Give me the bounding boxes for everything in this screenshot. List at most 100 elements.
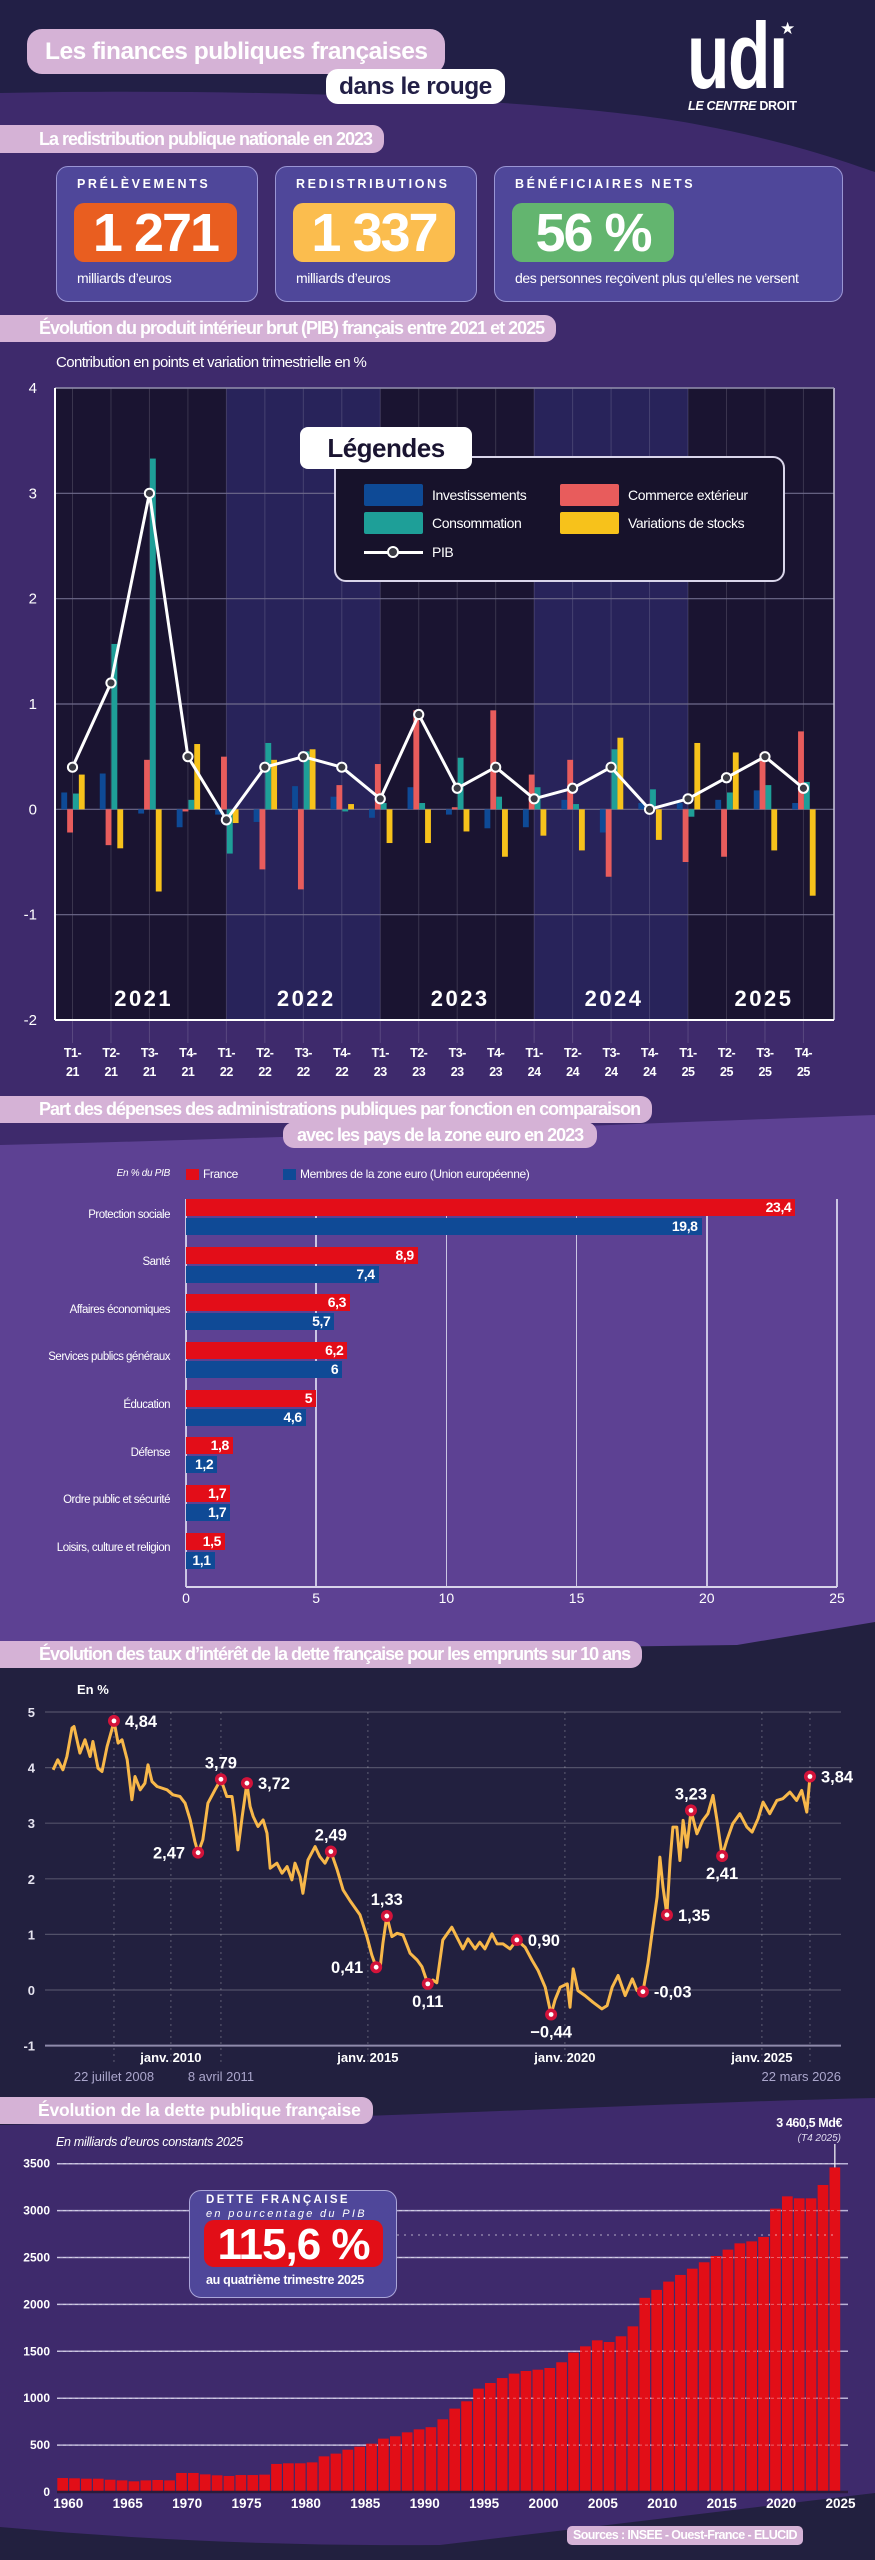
annotation-label: −0,44 — [530, 2023, 573, 2041]
x-tick-quarter: T2- — [256, 1046, 274, 1060]
annotation-marker-center — [195, 1850, 201, 1856]
debt-bar — [829, 2167, 841, 2492]
callout-title: DETTE FRANÇAISE — [206, 2194, 350, 2206]
legend-swatch-investissements — [364, 484, 423, 506]
x-tick-label: T2-23 — [410, 1046, 428, 1079]
x-tick-label: janv. 2020 — [533, 2050, 595, 2065]
annotation-label: 0,41 — [331, 1959, 363, 1977]
bar-consommation — [419, 803, 426, 810]
debt-bar — [104, 2479, 116, 2492]
x-tick-year: 22 — [335, 1065, 348, 1079]
y-tick-label: 1000 — [23, 2391, 50, 2405]
category-label: Protection sociale — [88, 1208, 170, 1221]
annotation-marker-center — [373, 1964, 379, 1970]
x-gridline — [575, 1199, 578, 1587]
annotation-label: 4,84 — [125, 1713, 158, 1731]
taux-chart: En % 5 4 3 2 1 0 -1 janv. 2010 janv. 2015 janv. 2… — [23, 1682, 853, 2084]
pib-marker — [143, 487, 156, 499]
debt-bar — [247, 2475, 259, 2492]
category-label: Éducation — [123, 1399, 170, 1412]
x-tick-quarter: T4- — [179, 1046, 197, 1060]
x-tick-label: 2005 — [588, 2496, 619, 2511]
debt-bar — [746, 2241, 758, 2492]
x-tick-label: T4-21 — [179, 1046, 197, 1079]
y-tick-label: 1 — [29, 696, 37, 713]
year-label: 2023 — [431, 986, 490, 1011]
x-tick-year: 23 — [451, 1065, 464, 1079]
legend-swatch-france — [186, 1169, 199, 1180]
bar-commerce-exterieur — [67, 809, 73, 833]
x-tick-quarter: T4- — [333, 1046, 351, 1060]
x-tick-year: 21 — [66, 1065, 79, 1079]
sources-label: Sources : INSEE - Ouest-France - ELUCID — [567, 2526, 803, 2545]
debt-bar — [734, 2243, 746, 2492]
legend-swatch-variations-de-stocks — [560, 512, 619, 534]
annotation-marker-center — [688, 1808, 694, 1813]
logo-tagline: LE CENTRE DROIT — [688, 99, 797, 113]
bar-commerce-exterieur — [605, 809, 612, 877]
bar-commerce-exterieur — [144, 759, 150, 810]
x-tick-quarter: T3- — [449, 1046, 467, 1060]
x-gridline — [315, 1199, 317, 1587]
annotation-marker-center — [328, 1849, 334, 1854]
bar-consommation — [303, 751, 310, 810]
debt-bar — [354, 2446, 365, 2492]
bar-variations-de-stocks — [617, 737, 624, 810]
debt-bar — [722, 2249, 734, 2492]
bar-consommation — [803, 781, 810, 810]
debt-bar — [152, 2479, 164, 2492]
bar-commerce-exterieur — [182, 809, 189, 812]
bar-consommation — [650, 789, 656, 810]
pib-chart-subtitle: Contribution en points et variation trim… — [56, 354, 367, 371]
x-tick-label: 0 — [182, 1590, 190, 1606]
bar-investissements — [753, 790, 760, 810]
bar-commerce-exterieur — [451, 807, 458, 810]
taux-y-unit-label: En % — [77, 1682, 109, 1697]
card-value-badge: 1 271 — [74, 203, 237, 263]
annotation-label: -0,03 — [654, 1984, 692, 2002]
debt-bar — [92, 2478, 104, 2492]
category-label: Loisirs, culture et religion — [56, 1542, 171, 1555]
x-tick-label: T1-24 — [526, 1046, 544, 1079]
pib-marker — [413, 708, 425, 721]
star-icon: ★ — [780, 19, 796, 38]
annotation-marker-center — [719, 1853, 725, 1859]
debt-bar — [199, 2474, 211, 2492]
bar-commerce-exterieur — [759, 753, 766, 810]
bar-investissements — [253, 809, 260, 822]
x-tick-label: 1990 — [410, 2496, 440, 2511]
debt-bar — [271, 2463, 282, 2492]
x-tick-label: T3-22 — [295, 1046, 313, 1079]
x-tick-label: T1-25 — [679, 1046, 697, 1079]
x-tick-label: T3-23 — [449, 1046, 467, 1079]
date-marker-label: 22 juillet 2008 — [74, 2069, 154, 2084]
bar-membres-de-la-zone-euro-union-europeenne: 1,1 — [186, 1551, 215, 1569]
x-tick-quarter: T3- — [141, 1046, 159, 1060]
y-tick-label: 0 — [28, 1983, 35, 1998]
x-tick-year: 24 — [643, 1065, 656, 1079]
annotation-sublabel: (T4 2025) — [798, 2133, 841, 2144]
bar-consommation — [457, 757, 464, 810]
x-tick-year: 21 — [181, 1065, 194, 1079]
bar-investissements — [792, 803, 799, 810]
bar-value-label: 1,5 — [202, 1532, 222, 1549]
x-tick-year: 24 — [605, 1065, 618, 1079]
x-tick-label: 25 — [829, 1590, 845, 1606]
bar-variations-de-stocks — [771, 809, 778, 851]
x-tick-year: 22 — [258, 1065, 271, 1079]
debt-bar — [615, 2336, 627, 2492]
debt-bar — [235, 2475, 247, 2492]
bar-investissements — [99, 773, 106, 810]
bar-variations-de-stocks — [463, 809, 470, 832]
bar-value-label: 8,9 — [395, 1246, 414, 1263]
x-tick-label: 1960 — [53, 2496, 83, 2511]
debt-bar — [294, 2463, 306, 2492]
x-tick-quarter: T2- — [102, 1046, 120, 1060]
debt-bar — [437, 2419, 449, 2492]
bar-commerce-exterieur — [221, 756, 227, 810]
card-prelevements: PRÉLÈVEMENTS 1 271 milliards d’euros — [56, 166, 258, 302]
pib-marker — [759, 751, 771, 763]
bar-investissements — [446, 809, 452, 815]
pib-marker — [220, 814, 232, 826]
x-tick-label: 20 — [699, 1590, 715, 1606]
